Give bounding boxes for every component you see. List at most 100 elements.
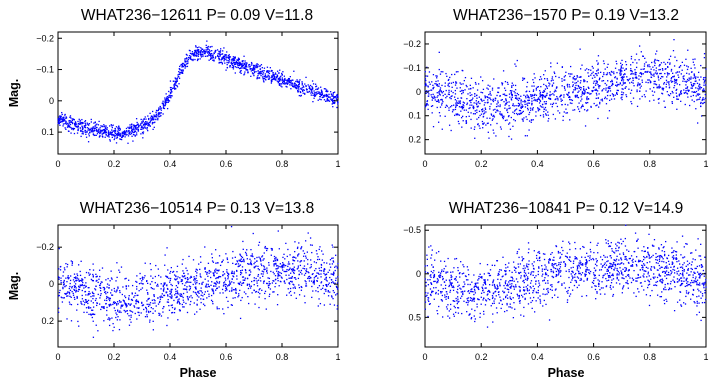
data-point xyxy=(273,73,275,76)
data-point xyxy=(552,93,554,95)
data-point xyxy=(243,73,246,75)
data-point xyxy=(167,98,169,100)
data-point xyxy=(661,291,663,293)
data-point xyxy=(544,70,546,72)
data-point xyxy=(162,107,165,109)
data-point xyxy=(157,113,159,115)
data-point xyxy=(169,270,172,273)
data-point xyxy=(87,302,89,305)
data-point xyxy=(323,272,325,275)
data-point xyxy=(523,77,526,80)
data-point xyxy=(151,110,154,113)
data-point xyxy=(329,259,332,261)
data-point xyxy=(477,83,480,85)
data-point xyxy=(205,49,207,51)
data-point xyxy=(332,106,334,108)
data-point xyxy=(127,279,130,281)
data-point xyxy=(229,66,231,68)
data-point xyxy=(539,105,542,107)
data-point xyxy=(611,82,614,85)
data-point xyxy=(633,85,635,87)
data-point xyxy=(272,78,274,80)
data-point xyxy=(478,125,480,127)
data-point xyxy=(515,97,517,99)
data-point xyxy=(281,81,284,83)
data-point xyxy=(691,71,693,73)
data-point xyxy=(181,303,183,306)
data-point xyxy=(439,290,442,293)
data-point xyxy=(456,102,458,104)
data-point xyxy=(153,118,155,120)
data-point xyxy=(92,276,94,278)
data-point xyxy=(228,59,230,62)
data-point xyxy=(176,286,179,289)
data-point xyxy=(140,122,142,125)
data-point xyxy=(142,304,145,306)
data-point xyxy=(216,277,218,279)
data-point xyxy=(288,282,290,284)
data-point xyxy=(515,104,517,107)
data-point xyxy=(169,96,171,98)
data-point xyxy=(285,274,287,276)
data-point xyxy=(625,86,627,88)
data-point xyxy=(111,133,113,135)
data-point xyxy=(297,246,299,248)
data-point xyxy=(67,277,69,279)
data-point xyxy=(491,284,494,286)
data-point xyxy=(240,284,243,286)
data-point xyxy=(690,83,693,86)
data-point xyxy=(239,70,242,72)
data-point xyxy=(655,70,657,72)
data-point xyxy=(101,133,103,135)
data-point xyxy=(685,84,687,86)
data-point xyxy=(257,72,259,75)
data-point xyxy=(331,273,334,275)
data-point xyxy=(427,108,429,111)
data-point xyxy=(115,291,117,293)
data-point xyxy=(195,46,197,48)
data-point xyxy=(244,277,246,279)
data-point xyxy=(275,278,277,280)
data-point xyxy=(257,273,260,276)
data-point xyxy=(448,93,450,96)
data-point xyxy=(262,273,264,275)
data-point xyxy=(695,108,697,110)
data-point xyxy=(278,265,280,268)
data-point xyxy=(157,285,159,287)
data-point xyxy=(451,286,453,288)
data-point xyxy=(518,113,520,115)
data-point xyxy=(492,115,494,118)
data-point xyxy=(99,289,102,292)
data-point xyxy=(616,255,618,258)
data-point xyxy=(696,302,698,304)
data-point xyxy=(533,94,536,96)
data-point xyxy=(568,73,570,75)
data-point xyxy=(569,73,572,75)
data-point xyxy=(66,280,68,283)
data-point xyxy=(85,299,87,301)
data-point xyxy=(279,77,281,79)
data-point xyxy=(578,90,580,92)
data-point xyxy=(262,80,265,82)
data-point xyxy=(661,75,663,78)
data-point xyxy=(66,126,69,128)
data-point xyxy=(691,87,693,89)
data-point xyxy=(578,76,580,78)
data-point xyxy=(309,244,312,246)
data-point xyxy=(162,285,164,288)
data-point xyxy=(313,269,316,272)
data-point xyxy=(333,101,335,104)
data-point xyxy=(689,252,692,254)
data-point xyxy=(643,68,645,70)
data-point xyxy=(178,71,180,73)
data-point xyxy=(325,288,327,291)
data-point xyxy=(604,293,606,295)
data-point xyxy=(99,135,101,137)
data-point xyxy=(275,76,278,78)
data-point xyxy=(235,287,237,290)
data-point xyxy=(263,75,265,78)
data-point xyxy=(109,297,111,300)
data-point xyxy=(82,133,84,135)
data-point xyxy=(674,80,676,82)
data-point xyxy=(228,61,230,63)
